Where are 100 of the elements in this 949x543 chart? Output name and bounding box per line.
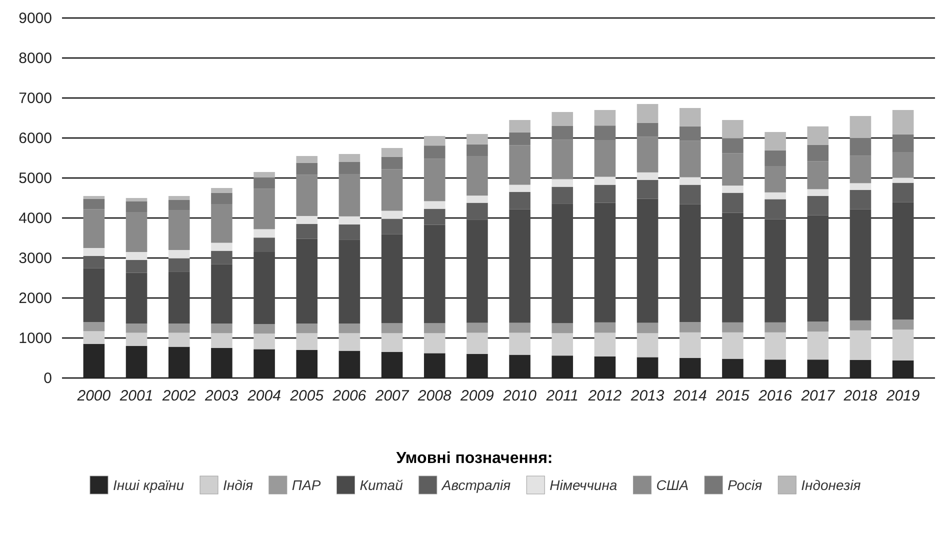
bar bbox=[381, 234, 403, 324]
x-tick-label: 2004 bbox=[246, 388, 281, 405]
bar bbox=[254, 188, 275, 230]
bar bbox=[338, 240, 360, 324]
bar bbox=[764, 360, 786, 378]
bar bbox=[83, 248, 105, 256]
bar bbox=[83, 344, 105, 378]
bar bbox=[807, 360, 829, 378]
bar bbox=[168, 346, 190, 378]
bar bbox=[466, 322, 488, 333]
bar bbox=[764, 219, 786, 322]
x-tick-label: 2006 bbox=[332, 388, 367, 405]
bar bbox=[892, 330, 914, 360]
bar bbox=[381, 210, 403, 219]
x-tick-label: 2014 bbox=[672, 388, 707, 405]
bar bbox=[509, 332, 530, 355]
bar bbox=[254, 172, 275, 178]
bar bbox=[83, 331, 105, 344]
bar bbox=[424, 323, 446, 334]
bar bbox=[722, 186, 744, 193]
bar bbox=[211, 264, 232, 324]
bar bbox=[466, 202, 488, 220]
bar bbox=[126, 324, 148, 333]
bar bbox=[764, 322, 786, 332]
legend-label: ПАР bbox=[292, 477, 322, 493]
x-tick-label: 2005 bbox=[289, 388, 324, 405]
bar bbox=[552, 140, 574, 180]
bar bbox=[850, 190, 872, 210]
legend-label: Інші країни bbox=[113, 477, 184, 493]
bar bbox=[126, 198, 148, 202]
bar bbox=[211, 250, 232, 264]
bar bbox=[679, 108, 701, 126]
bar bbox=[509, 184, 530, 192]
bar bbox=[254, 238, 275, 252]
legend-label: Китай bbox=[360, 477, 404, 493]
bar bbox=[636, 104, 658, 123]
bar bbox=[509, 120, 530, 132]
bar bbox=[126, 212, 148, 252]
bar bbox=[168, 210, 190, 250]
bar bbox=[296, 156, 318, 163]
bar bbox=[509, 145, 530, 185]
bar bbox=[892, 360, 914, 378]
bar bbox=[126, 272, 148, 324]
bar bbox=[168, 258, 190, 272]
bar bbox=[254, 229, 275, 238]
bar bbox=[636, 357, 658, 378]
bar bbox=[338, 350, 360, 378]
x-tick-label: 2008 bbox=[416, 388, 452, 405]
bar bbox=[594, 176, 616, 185]
bar bbox=[636, 333, 658, 358]
bar bbox=[594, 356, 616, 378]
bar bbox=[296, 350, 318, 378]
bar bbox=[850, 330, 872, 360]
bar bbox=[211, 242, 232, 251]
bar bbox=[594, 184, 616, 203]
bar bbox=[722, 322, 744, 332]
bar bbox=[850, 116, 872, 138]
bar bbox=[552, 204, 574, 324]
bar bbox=[679, 140, 701, 178]
x-tick-label: 2002 bbox=[161, 388, 196, 405]
bar bbox=[636, 172, 658, 180]
bar bbox=[636, 122, 658, 137]
y-tick-label: 2000 bbox=[18, 290, 52, 307]
bar bbox=[807, 144, 829, 162]
bar bbox=[254, 178, 275, 189]
x-tick-label: 2003 bbox=[204, 388, 240, 405]
bar bbox=[807, 322, 829, 332]
bar bbox=[636, 322, 658, 334]
x-tick-label: 2012 bbox=[587, 388, 622, 405]
y-tick-label: 8000 bbox=[18, 50, 52, 67]
bar bbox=[850, 320, 872, 330]
bar bbox=[466, 196, 488, 203]
bar bbox=[83, 196, 105, 199]
bar bbox=[296, 324, 318, 334]
bar bbox=[764, 332, 786, 360]
bar bbox=[850, 183, 872, 190]
bar bbox=[509, 322, 530, 333]
bar bbox=[83, 256, 105, 268]
bar bbox=[211, 204, 232, 243]
bar bbox=[509, 354, 530, 378]
bar bbox=[764, 192, 786, 200]
legend-label: Австралія bbox=[440, 477, 512, 493]
bar bbox=[381, 352, 403, 378]
bar bbox=[424, 201, 446, 209]
y-tick-label: 4000 bbox=[18, 210, 52, 227]
bar bbox=[338, 174, 360, 216]
x-tick-label: 2007 bbox=[374, 388, 410, 405]
bar bbox=[126, 332, 148, 346]
bar bbox=[254, 324, 275, 334]
bar bbox=[594, 110, 616, 126]
x-tick-label: 2019 bbox=[885, 388, 920, 405]
bar bbox=[679, 126, 701, 141]
bar bbox=[552, 186, 574, 204]
bar bbox=[466, 332, 488, 354]
bar bbox=[509, 132, 530, 146]
bar bbox=[807, 189, 829, 196]
bar bbox=[338, 324, 360, 334]
bar bbox=[296, 333, 318, 350]
bar bbox=[211, 324, 232, 334]
bar bbox=[168, 250, 190, 258]
